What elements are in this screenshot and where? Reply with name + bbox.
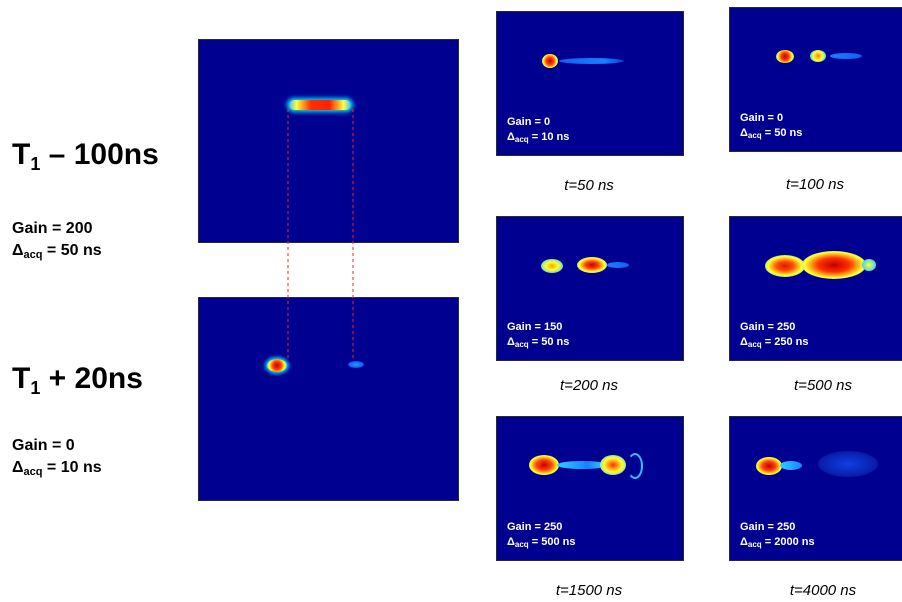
plasma-blob-main bbox=[267, 359, 287, 372]
delta-lower: Δacq = 10 ns bbox=[12, 459, 102, 478]
panel-t200: Gain = 150 Δacq = 50 ns bbox=[496, 216, 684, 361]
plasma-streak bbox=[607, 262, 629, 268]
panel-params: Gain = 0 Δacq = 50 ns bbox=[740, 112, 803, 140]
panel-t50: Gain = 0 Δacq = 10 ns bbox=[496, 11, 684, 156]
plasma-streak bbox=[559, 58, 624, 64]
params-lower: Gain = 0 Δacq = 10 ns bbox=[12, 435, 102, 483]
gain-upper: Gain = 200 bbox=[12, 220, 93, 237]
time-label-t4000: t=4000 ns bbox=[789, 582, 857, 599]
panel-t500: Gain = 250 Δacq = 250 ns bbox=[729, 216, 902, 361]
panel-t1500: Gain = 250 Δacq = 500 ns bbox=[496, 416, 684, 561]
plasma-blob bbox=[765, 255, 805, 277]
panel-params: Gain = 250 Δacq = 500 ns bbox=[507, 521, 576, 549]
panel-params: Gain = 0 Δacq = 10 ns bbox=[507, 116, 570, 144]
time-label-t500: t=500 ns bbox=[794, 377, 852, 394]
plasma-blob bbox=[542, 54, 558, 68]
label-t1-plus-20ns: T1 + 20ns bbox=[12, 362, 143, 398]
plasma-blob-second bbox=[577, 257, 607, 273]
plasma-blob bbox=[776, 50, 794, 63]
plasma-streak bbox=[780, 461, 802, 470]
gain-lower: Gain = 0 bbox=[12, 437, 75, 454]
plasma-tail bbox=[862, 259, 876, 271]
time-label-t50: t=50 ns bbox=[564, 177, 614, 194]
params-upper: Gain = 200 Δacq = 50 ns bbox=[12, 218, 102, 266]
plasma-blob-second bbox=[600, 455, 626, 475]
panel-params: Gain = 250 Δacq = 2000 ns bbox=[740, 521, 815, 549]
main-image-lower bbox=[198, 297, 459, 501]
panel-params: Gain = 250 Δacq = 250 ns bbox=[740, 321, 809, 349]
plasma-diffuse bbox=[818, 451, 878, 477]
plasma-streak bbox=[830, 53, 862, 59]
delta-upper: Δacq = 50 ns bbox=[12, 242, 102, 261]
time-label-t200: t=200 ns bbox=[560, 377, 618, 394]
label-t1-minus-100ns: T1 – 100ns bbox=[12, 138, 159, 174]
plasma-blob bbox=[529, 455, 559, 475]
time-label-t100: t=100 ns bbox=[786, 176, 844, 193]
panel-t4000: Gain = 250 Δacq = 2000 ns bbox=[729, 416, 902, 561]
plasma-blob-second bbox=[802, 251, 866, 279]
plasma-streak bbox=[557, 461, 607, 469]
time-label-t1500: t=1500 ns bbox=[555, 582, 623, 599]
panel-params: Gain = 150 Δacq = 50 ns bbox=[507, 321, 570, 349]
panel-t100: Gain = 0 Δacq = 50 ns bbox=[729, 7, 902, 152]
plasma-blob-faint bbox=[348, 361, 364, 368]
plasma-blob bbox=[541, 259, 563, 273]
plasma-arc bbox=[627, 453, 643, 479]
main-image-upper bbox=[198, 39, 459, 243]
plasma-blob bbox=[756, 457, 782, 475]
plasma-elongated-blob bbox=[289, 100, 351, 110]
plasma-blob-second bbox=[810, 50, 826, 62]
